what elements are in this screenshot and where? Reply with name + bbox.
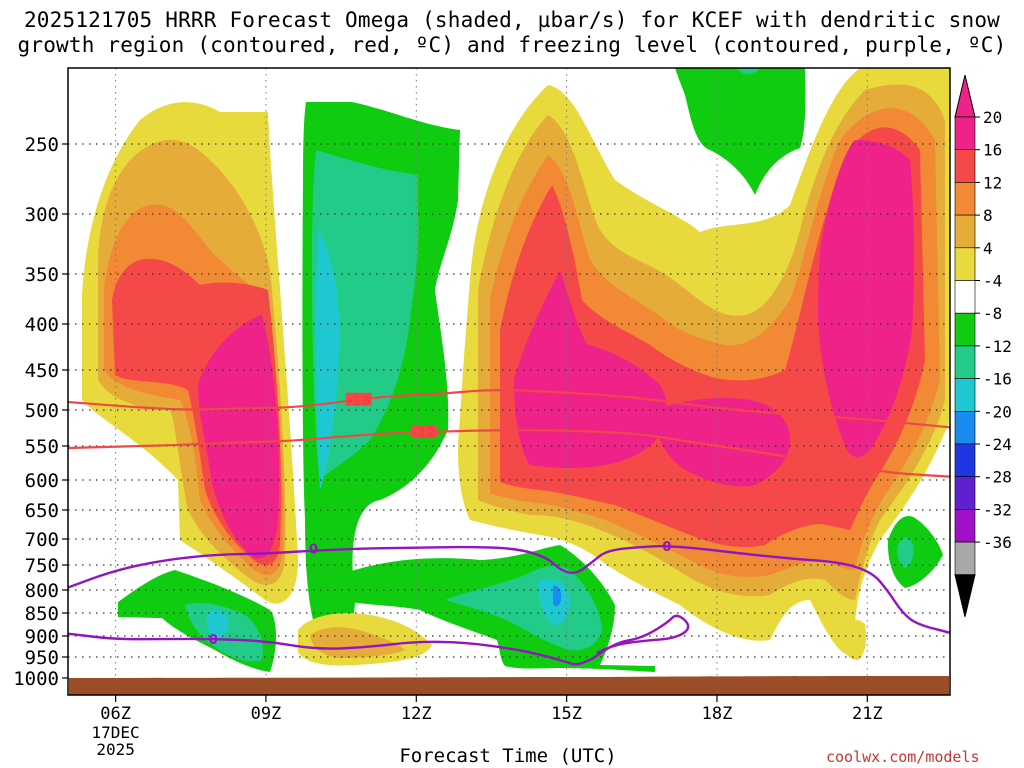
- dendritic-contour-label: -18: [347, 394, 371, 409]
- y-tick-label: 700: [25, 529, 59, 551]
- colorbar-bin: [954, 476, 976, 510]
- dendritic-contour-label: -12: [412, 426, 436, 441]
- colorbar-bin: [954, 509, 976, 543]
- omega-region-neg8: [897, 537, 914, 568]
- colorbar-bin: [954, 280, 976, 314]
- y-tick-label: 400: [25, 314, 59, 336]
- x-tick-sublabel: 17DEC: [92, 723, 140, 742]
- omega-region-neg8: [738, 68, 760, 74]
- y-tick-label: 550: [25, 436, 59, 458]
- colorbar-label: -20: [983, 402, 1012, 421]
- colorbar: 20 16 12 8 4 -4 -8 -12 -16 -20 -24 -28 -32 -36: [954, 74, 1012, 617]
- x-tick-label: 15Z: [551, 704, 582, 724]
- colorbar-bin: [954, 116, 976, 151]
- colorbar-bottom-extend: [954, 574, 976, 617]
- omega-region-pos8: [310, 627, 405, 658]
- colorbar-label: 8: [983, 206, 993, 225]
- colorbar-label: -8: [983, 304, 1002, 323]
- x-tick-sublabel: 2025: [96, 740, 135, 759]
- colorbar-bin: [954, 345, 976, 379]
- freezing-level-contour-line: [68, 544, 950, 634]
- contour-label-bg: [410, 425, 437, 439]
- colorbar-bin: [954, 247, 976, 281]
- freezing-level-contour-label: 0: [309, 542, 318, 557]
- omega-region-neg12: [315, 230, 340, 490]
- omega-region-neg8: [312, 150, 419, 480]
- colorbar-label: -4: [983, 272, 1002, 291]
- freezing-level-contour-label: 0: [662, 540, 671, 555]
- colorbar-bin: [954, 410, 976, 445]
- x-tick-label: 06Z: [100, 704, 131, 724]
- y-axis: 2503003504004505005506006507007508008509…: [13, 134, 68, 690]
- omega-region-pos4: [842, 620, 867, 660]
- colorbar-bin: [954, 182, 976, 216]
- colorbar-bin: [954, 214, 976, 249]
- y-tick-label: 750: [25, 555, 59, 577]
- y-tick-label: 450: [25, 360, 59, 382]
- omega-region-pos20: [514, 270, 667, 469]
- x-axis-label-text: Forecast Time (UTC): [399, 745, 617, 767]
- y-tick-label: 300: [25, 204, 59, 226]
- omega-region-pos20: [818, 140, 915, 457]
- omega-region-neg4: [887, 516, 943, 588]
- colorbar-label: 12: [983, 173, 1002, 192]
- x-axis-label: Forecast Time (UTC): [0, 745, 1024, 767]
- omega-shading: [82, 68, 950, 672]
- dendritic-contour-line: [68, 389, 950, 429]
- omega-region-neg4: [675, 68, 806, 195]
- y-tick-label: 850: [25, 603, 59, 625]
- colorbar-label: 16: [983, 141, 1002, 160]
- x-tick-label: 12Z: [401, 704, 432, 724]
- y-tick-label: 600: [25, 470, 59, 492]
- x-tick-label: 18Z: [702, 704, 733, 724]
- omega-region-pos20: [198, 315, 280, 559]
- freezing-level-contour-line: [68, 632, 593, 666]
- freezing-level-contour-label: 0: [209, 633, 218, 648]
- colorbar-bin: [954, 541, 976, 576]
- y-tick-label: 650: [25, 500, 59, 522]
- dendritic-contour-line: [68, 429, 950, 478]
- contour-lines: -18 -12 0 0 0: [68, 389, 950, 666]
- colorbar-bin: [954, 443, 976, 478]
- colorbar-label: 20: [983, 108, 1002, 127]
- plot-frame: [67, 67, 951, 696]
- colorbar-label: -28: [983, 468, 1012, 487]
- colorbar-bin: [954, 312, 976, 347]
- gridlines: [68, 68, 950, 695]
- y-tick-label: 800: [25, 580, 59, 602]
- colorbar-label: -24: [983, 435, 1012, 454]
- y-tick-label: 350: [25, 264, 59, 286]
- colorbar-label: -32: [983, 500, 1012, 519]
- colorbar-label: -36: [983, 533, 1012, 552]
- y-tick-label: 1000: [13, 668, 59, 690]
- colorbar-label: 4: [983, 239, 993, 258]
- y-tick-label: 500: [25, 400, 59, 422]
- chart-title-line1: 2025121705 HRRR Forecast Omega (shaded, …: [23, 8, 1001, 32]
- y-tick-label: 250: [25, 134, 59, 156]
- site-credit: coolwx.com/models: [826, 748, 980, 766]
- freezing-level-contour-line: [591, 614, 690, 661]
- omega-region-neg16: [553, 585, 562, 607]
- colorbar-top-extend: [954, 74, 976, 118]
- x-tick-label: 21Z: [852, 704, 883, 724]
- contour-label-bg: [345, 392, 372, 406]
- colorbar-bin: [954, 149, 976, 183]
- ground-surface: [69, 676, 949, 695]
- colorbar-bin: [954, 378, 976, 412]
- colorbar-label: -12: [983, 337, 1012, 356]
- y-tick-label: 900: [25, 626, 59, 648]
- colorbar-label: -16: [983, 370, 1012, 389]
- chart-title-line2: growth region (contoured, red, ºC) and f…: [17, 33, 1007, 57]
- omega-region-pos20: [655, 398, 790, 487]
- omega-region-neg12: [206, 610, 229, 640]
- y-tick-label: 950: [25, 647, 59, 669]
- x-tick-label: 09Z: [251, 704, 282, 724]
